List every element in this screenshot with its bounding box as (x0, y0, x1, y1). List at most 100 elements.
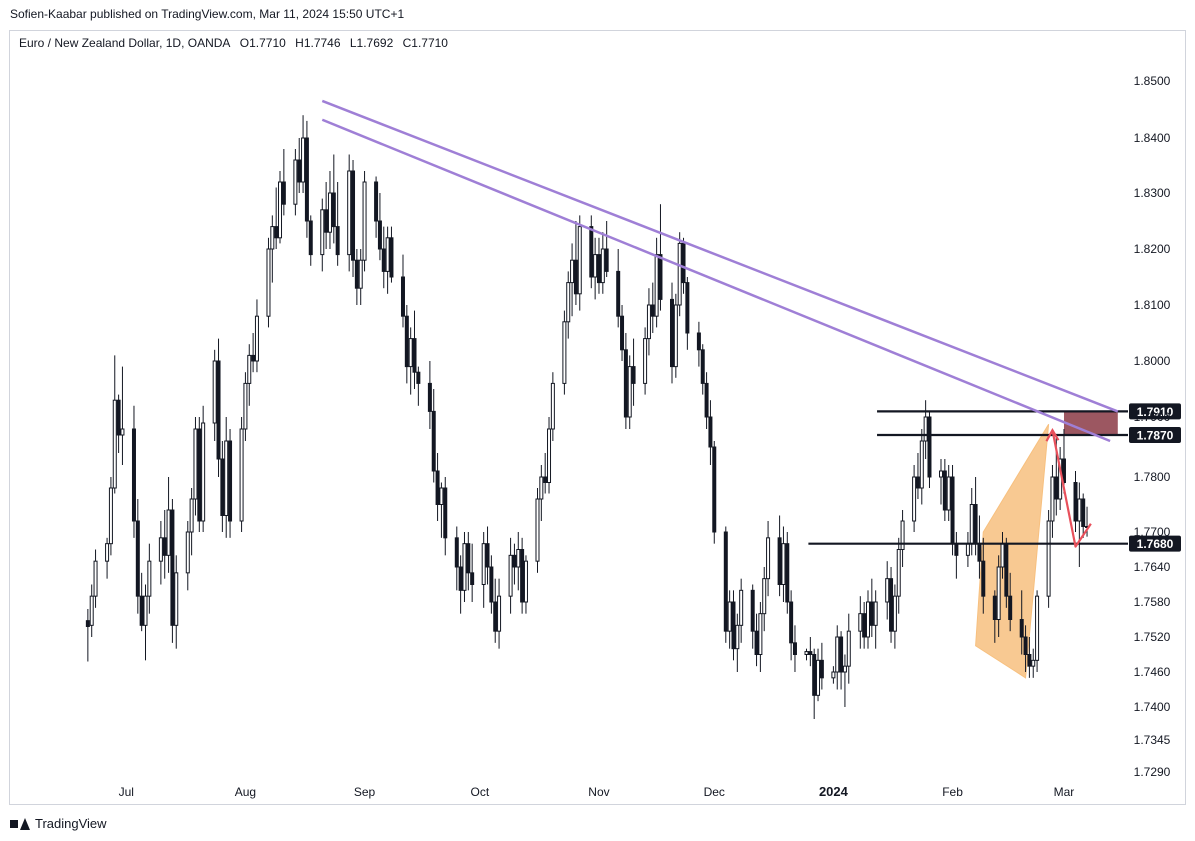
candle (327, 171, 332, 249)
footer-branding[interactable]: TradingView (10, 816, 107, 831)
candle (885, 561, 890, 620)
candle (865, 590, 870, 649)
candle-body (739, 589, 744, 626)
candle (466, 532, 471, 591)
candle (846, 613, 851, 684)
y-tick-label: 1.8100 (1134, 298, 1171, 312)
candle (158, 521, 163, 585)
candle-body (381, 248, 386, 272)
candle (220, 441, 225, 532)
candle-body (892, 595, 897, 632)
candle (777, 515, 782, 597)
candle (685, 277, 690, 350)
candle (166, 477, 171, 573)
candle-body (89, 595, 94, 626)
candle (650, 282, 655, 333)
candle-body (297, 159, 302, 183)
candle (535, 488, 540, 573)
y-tick-label: 1.7290 (1134, 765, 1171, 779)
candle-body (996, 566, 1001, 620)
candle-body (293, 159, 298, 205)
candle-body (596, 254, 601, 284)
candle (750, 584, 755, 649)
candle (604, 221, 609, 277)
candle-body (593, 254, 598, 278)
candle (239, 417, 244, 532)
candle-body (431, 410, 436, 472)
candle (946, 465, 951, 521)
candle (162, 510, 167, 579)
candle-body (193, 428, 198, 500)
level-label: 1.7680 (1137, 537, 1174, 551)
candle-body (443, 487, 448, 539)
candle-body (781, 543, 786, 586)
candle (512, 543, 517, 585)
candle (523, 555, 528, 614)
y-tick-label: 1.8500 (1134, 74, 1171, 88)
candle-body (535, 498, 540, 562)
candle (1073, 471, 1078, 532)
candle (354, 249, 359, 305)
tradingview-logo-icon (10, 817, 30, 830)
candle-body (412, 338, 417, 373)
candle-body (470, 572, 475, 585)
candle-body (139, 595, 144, 626)
candle (347, 154, 352, 272)
candle-body (539, 476, 544, 500)
candle-body (162, 537, 167, 556)
candle-body (673, 304, 678, 368)
candle-body (623, 349, 628, 418)
candle (996, 555, 1001, 637)
candle-body (681, 242, 686, 284)
candle-body (185, 531, 190, 574)
candle (216, 338, 221, 477)
candle-body (358, 259, 363, 289)
candle (643, 327, 648, 395)
candle-body (281, 181, 286, 205)
candle-body (819, 659, 824, 679)
candle-body (842, 665, 847, 673)
candle-body (354, 259, 359, 289)
chart-frame (9, 30, 1186, 805)
candle (889, 567, 894, 643)
candle (735, 613, 740, 672)
candle-body (116, 399, 121, 436)
candle-body (712, 446, 717, 533)
candle (516, 532, 521, 591)
candle (835, 625, 840, 690)
candle-body (785, 543, 790, 603)
candle (816, 648, 821, 702)
candle (892, 584, 897, 649)
candle-body (915, 476, 920, 489)
candle (1077, 482, 1082, 567)
candle-body (723, 531, 728, 632)
candle (831, 666, 836, 684)
candle (669, 282, 674, 384)
candle (992, 590, 997, 643)
candle-body (108, 487, 113, 545)
candle-body (1081, 498, 1086, 527)
candle-body (274, 226, 279, 239)
x-tick-label: 2024 (819, 784, 849, 799)
level-label: 1.7870 (1137, 429, 1174, 443)
y-tick-label: 1.8000 (1134, 354, 1171, 368)
publisher-text: Sofien-Kaabar published on TradingView.c… (10, 7, 405, 21)
candle (596, 237, 601, 294)
candle (416, 366, 421, 406)
candle (254, 299, 259, 373)
candle-body (516, 549, 521, 568)
candle (812, 648, 817, 719)
candle (351, 160, 356, 277)
candle (335, 182, 340, 266)
candle-body (589, 226, 594, 278)
legend-symbol: Euro / New Zealand Dollar, 1D, OANDA (19, 36, 231, 50)
candle-body (700, 349, 705, 384)
candle-body (239, 428, 244, 522)
candle-body (927, 416, 932, 478)
candle-body (216, 360, 221, 460)
candle-body (1019, 619, 1024, 638)
candle-body (466, 543, 471, 574)
candle (543, 453, 548, 494)
candle-body (174, 572, 179, 626)
